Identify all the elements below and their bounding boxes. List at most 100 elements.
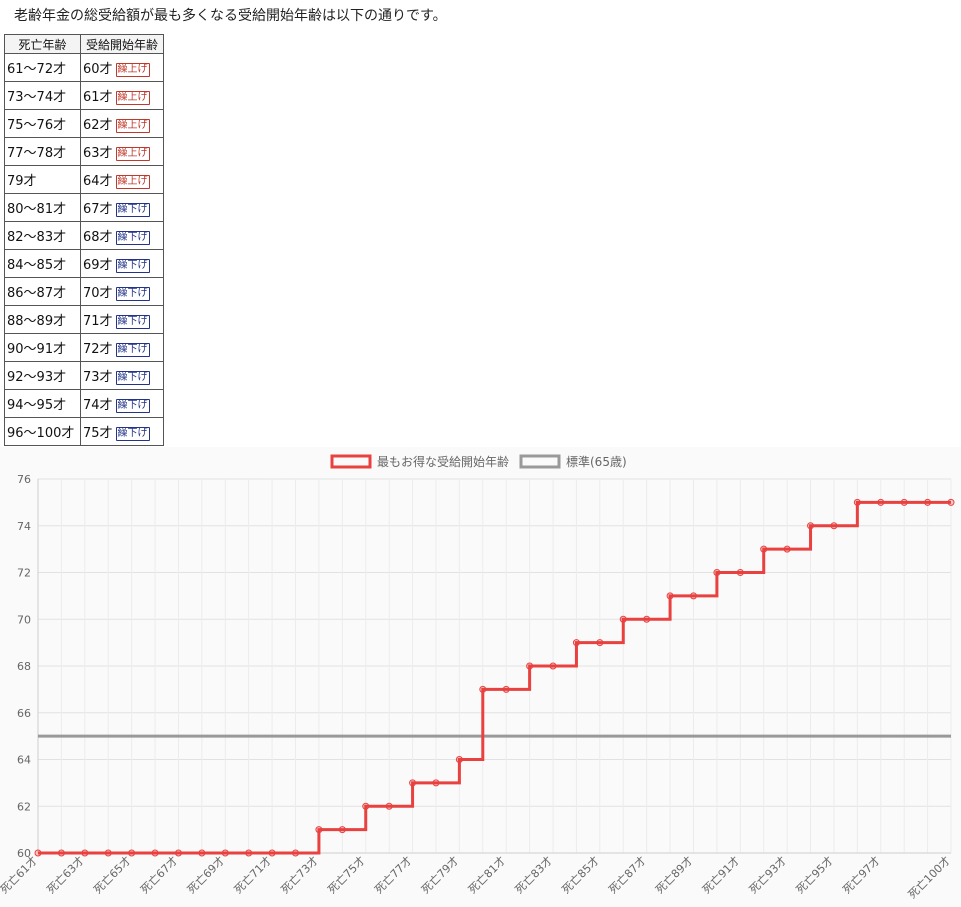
data-point <box>479 685 487 693</box>
table-header-row: 死亡年齢 受給開始年齢 <box>4 34 164 54</box>
start-age-value: 68才 <box>83 230 113 245</box>
x-tick-label: 死亡87才 <box>606 853 649 896</box>
data-point <box>689 592 697 600</box>
data-point <box>549 662 557 670</box>
deferred-claim-badge: 繰下げ <box>115 370 150 385</box>
data-point <box>385 802 393 810</box>
table-row: 79才 64才 繰上げ <box>4 165 164 194</box>
start-age-cell: 64才 繰上げ <box>80 165 164 194</box>
y-tick-label: 60 <box>17 847 31 860</box>
start-age-value: 69才 <box>83 258 113 273</box>
early-claim-badge: 繰上げ <box>115 90 150 105</box>
x-tick-label: 死亡100才 <box>905 853 953 901</box>
data-point <box>338 826 346 834</box>
death-age-cell: 94〜95才 <box>4 389 81 418</box>
start-age-cell: 72才 繰下げ <box>80 333 164 362</box>
table-row: 80〜81才 67才 繰下げ <box>4 193 164 222</box>
data-point <box>151 849 159 857</box>
death-age-cell: 88〜89才 <box>4 305 81 334</box>
data-point <box>221 849 229 857</box>
table-row: 61〜72才 60才 繰上げ <box>4 53 164 82</box>
data-point <box>853 498 861 506</box>
data-point <box>174 849 182 857</box>
early-claim-badge: 繰上げ <box>115 62 150 77</box>
intro-text: 老齢年金の総受給額が最も多くなる受給開始年齢は以下の通りです。 <box>14 8 447 24</box>
y-tick-label: 66 <box>17 707 31 720</box>
data-point <box>736 569 744 576</box>
data-point <box>643 615 651 623</box>
x-tick-label: 死亡75才 <box>325 853 368 896</box>
data-point <box>807 522 815 530</box>
deferred-claim-badge: 繰下げ <box>115 426 150 441</box>
table-row: 96〜100才 75才 繰下げ <box>4 417 164 446</box>
x-tick-label: 死亡93才 <box>746 853 789 896</box>
table-row: 82〜83才 68才 繰下げ <box>4 221 164 250</box>
death-age-cell: 73〜74才 <box>4 81 81 110</box>
data-point <box>268 849 276 857</box>
deferred-claim-badge: 繰下げ <box>115 230 150 245</box>
table-row: 73〜74才 61才 繰上げ <box>4 81 164 110</box>
table-row: 86〜87才 70才 繰下げ <box>4 277 164 306</box>
start-age-value: 74才 <box>83 398 113 413</box>
deferred-claim-badge: 繰下げ <box>115 286 150 301</box>
x-tick-label: 死亡67才 <box>137 853 180 896</box>
start-age-value: 62才 <box>83 118 113 133</box>
start-age-cell: 75才 繰下げ <box>80 417 164 446</box>
early-claim-badge: 繰上げ <box>115 118 150 133</box>
x-tick-label: 死亡89才 <box>652 853 695 896</box>
data-point <box>572 639 580 647</box>
data-point <box>315 826 323 834</box>
x-tick-label: 死亡73才 <box>278 853 321 896</box>
data-point <box>760 545 768 553</box>
data-point <box>409 779 417 787</box>
x-tick-label: 死亡77才 <box>372 853 415 896</box>
start-age-cell: 70才 繰下げ <box>80 277 164 306</box>
table-row: 77〜78才 63才 繰上げ <box>4 137 164 166</box>
header-death-age: 死亡年齢 <box>4 34 81 54</box>
x-tick-label: 死亡65才 <box>91 853 134 896</box>
x-tick-label: 死亡63才 <box>44 853 87 896</box>
early-claim-badge: 繰上げ <box>115 174 150 189</box>
deferred-claim-badge: 繰下げ <box>115 342 150 357</box>
data-point <box>502 685 510 693</box>
data-point <box>713 569 721 576</box>
start-age-value: 72才 <box>83 342 113 357</box>
data-point <box>34 849 42 857</box>
x-tick-label: 死亡97才 <box>840 853 883 896</box>
x-tick-label: 死亡95才 <box>793 853 836 896</box>
start-age-value: 60才 <box>83 62 113 77</box>
start-age-value: 64才 <box>83 174 113 189</box>
legend-swatch-optimal <box>330 454 372 469</box>
data-point <box>666 592 674 600</box>
y-tick-label: 70 <box>17 613 31 626</box>
data-point <box>362 802 370 810</box>
x-tick-label: 死亡81才 <box>465 853 508 896</box>
start-age-value: 63才 <box>83 146 113 161</box>
series-line-optimal <box>38 500 951 855</box>
death-age-cell: 86〜87才 <box>4 277 81 306</box>
y-tick-label: 72 <box>17 567 31 580</box>
deferred-claim-badge: 繰下げ <box>115 202 150 217</box>
data-point <box>619 615 627 623</box>
start-age-cell: 71才 繰下げ <box>80 305 164 334</box>
x-tick-label: 死亡69才 <box>184 853 227 896</box>
data-point <box>877 498 885 506</box>
data-point <box>245 849 253 857</box>
death-age-cell: 82〜83才 <box>4 221 81 250</box>
y-tick-label: 74 <box>17 520 31 533</box>
death-age-cell: 80〜81才 <box>4 193 81 222</box>
start-age-cell: 60才 繰上げ <box>80 53 164 82</box>
data-point <box>57 849 65 857</box>
start-age-cell: 61才 繰上げ <box>80 81 164 110</box>
start-age-cell: 69才 繰下げ <box>80 249 164 278</box>
y-tick-label: 68 <box>17 660 31 673</box>
data-point <box>81 849 89 857</box>
start-age-cell: 63才 繰上げ <box>80 137 164 166</box>
deferred-claim-badge: 繰下げ <box>115 258 150 273</box>
header-start-age: 受給開始年齢 <box>80 34 164 54</box>
table-row: 84〜85才 69才 繰下げ <box>4 249 164 278</box>
early-claim-badge: 繰上げ <box>115 146 150 161</box>
start-age-cell: 73才 繰下げ <box>80 361 164 390</box>
data-point <box>198 849 206 857</box>
